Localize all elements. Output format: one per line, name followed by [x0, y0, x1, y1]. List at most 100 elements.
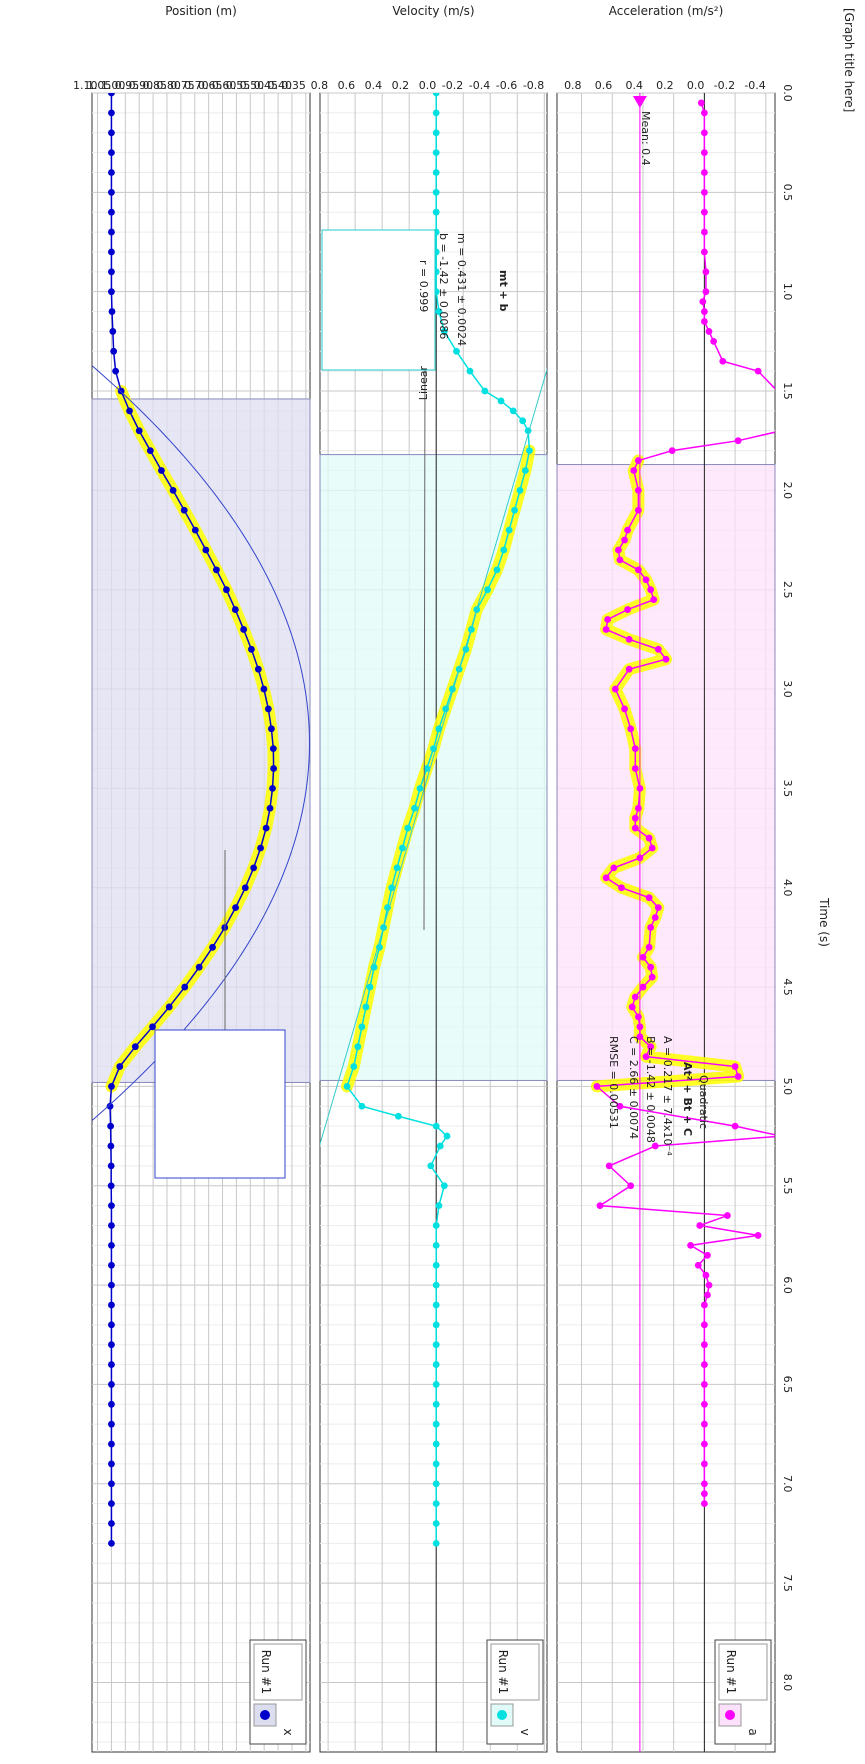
data-point: [521, 467, 529, 474]
data-point: [700, 1361, 708, 1368]
data-point: [700, 1341, 708, 1349]
series-group: [92, 93, 310, 1547]
data-point: [634, 486, 642, 494]
data-point: [621, 536, 628, 544]
x-tick-label: 4.0: [781, 879, 794, 897]
data-point: [149, 1023, 156, 1031]
data-point: [432, 1241, 440, 1249]
legend-marker-icon: [260, 1710, 270, 1720]
data-point: [135, 427, 143, 435]
data-point: [650, 596, 658, 604]
y-axis-title: Acceleration (m/s²): [609, 4, 724, 18]
data-point: [432, 1222, 440, 1229]
data-point: [432, 1460, 440, 1468]
data-point: [432, 1381, 440, 1388]
data-point: [634, 804, 642, 812]
data-point: [165, 1003, 173, 1011]
x-tick-label: 7.5: [781, 1574, 794, 1592]
x-tick-label: 1.5: [781, 382, 794, 400]
data-point: [631, 765, 639, 772]
data-point: [432, 129, 440, 137]
data-point: [630, 467, 638, 474]
data-point: [700, 1480, 708, 1488]
y-tick-label: 1.10: [73, 79, 98, 92]
mean-marker-icon: [632, 96, 647, 108]
data-point: [611, 685, 619, 693]
data-point: [110, 347, 118, 355]
x-tick-label: 1.0: [781, 283, 794, 301]
linear-fit-box: Linear: [321, 229, 436, 931]
data-point: [700, 1490, 708, 1498]
y-tick-label: 0.8: [311, 79, 329, 92]
data-point: [705, 328, 713, 335]
series-group: [320, 93, 547, 1547]
data-point: [432, 1122, 440, 1130]
legend-run-label: Run #1: [496, 1650, 510, 1695]
data-point: [269, 745, 277, 753]
data-point: [108, 268, 115, 276]
data-point: [108, 1202, 115, 1210]
y-tick-label: 0.2: [392, 79, 410, 92]
data-point: [116, 1063, 124, 1070]
data-point: [108, 1321, 115, 1329]
data-point: [108, 228, 115, 236]
data-point: [754, 367, 762, 375]
data-point: [432, 1361, 440, 1368]
data-point: [710, 337, 717, 345]
quadratic-fit-box: [154, 850, 286, 1179]
y-tick-label: 0.4: [625, 79, 643, 92]
data-point: [248, 645, 255, 653]
data-point: [108, 1539, 115, 1547]
data-point: [108, 129, 115, 137]
data-point: [195, 963, 203, 971]
data-point: [131, 1043, 139, 1051]
y-tick-label: 0.90: [129, 79, 154, 92]
y-tick-label: -0.6: [496, 79, 517, 92]
data-point: [754, 1232, 762, 1239]
data-point: [416, 784, 424, 792]
data-point: [624, 606, 632, 613]
quadratic-fit-curve: [92, 340, 310, 1145]
data-point: [108, 1301, 115, 1309]
data-point: [453, 347, 460, 355]
legend: Run #1 x: [249, 1639, 307, 1745]
y-tick-label: 0.55: [226, 79, 251, 92]
data-point: [634, 1013, 642, 1021]
data-point: [734, 437, 742, 445]
data-point: [106, 1102, 114, 1110]
data-point: [648, 973, 656, 981]
legend-entry-box: [718, 1643, 768, 1701]
data-point: [112, 367, 120, 375]
data-point: [262, 824, 270, 832]
data-point: [628, 1003, 636, 1011]
x-axis-title: Time (s): [817, 897, 831, 947]
data-point: [724, 1212, 731, 1219]
x-tick-label: 0.0: [781, 84, 794, 102]
data-point: [604, 616, 612, 623]
data-point: [493, 566, 501, 574]
data-point: [624, 526, 632, 534]
data-point: [432, 1500, 440, 1508]
data-point: [107, 1142, 115, 1150]
data-point: [108, 1281, 115, 1289]
data-point: [602, 874, 610, 882]
y-tick-label: -0.2: [714, 79, 735, 92]
fit-box-frame: [154, 1029, 286, 1179]
data-point: [705, 1281, 713, 1289]
legend-marker-icon: [725, 1710, 735, 1720]
data-point: [700, 1420, 708, 1428]
data-point: [704, 1251, 711, 1259]
data-point: [436, 1142, 444, 1150]
y-tick-label: -0.2: [442, 79, 463, 92]
data-point: [687, 1241, 694, 1249]
data-point: [700, 1500, 708, 1508]
x-tick-label: 7.0: [781, 1475, 794, 1493]
data-point: [500, 546, 508, 554]
y-tick-label: 0.0: [419, 79, 437, 92]
data-point: [435, 725, 443, 733]
data-point: [605, 1162, 613, 1170]
legend: Run #1 a: [714, 1639, 772, 1745]
data-point: [734, 1073, 742, 1080]
data-point: [202, 546, 210, 554]
data-point: [700, 308, 708, 315]
